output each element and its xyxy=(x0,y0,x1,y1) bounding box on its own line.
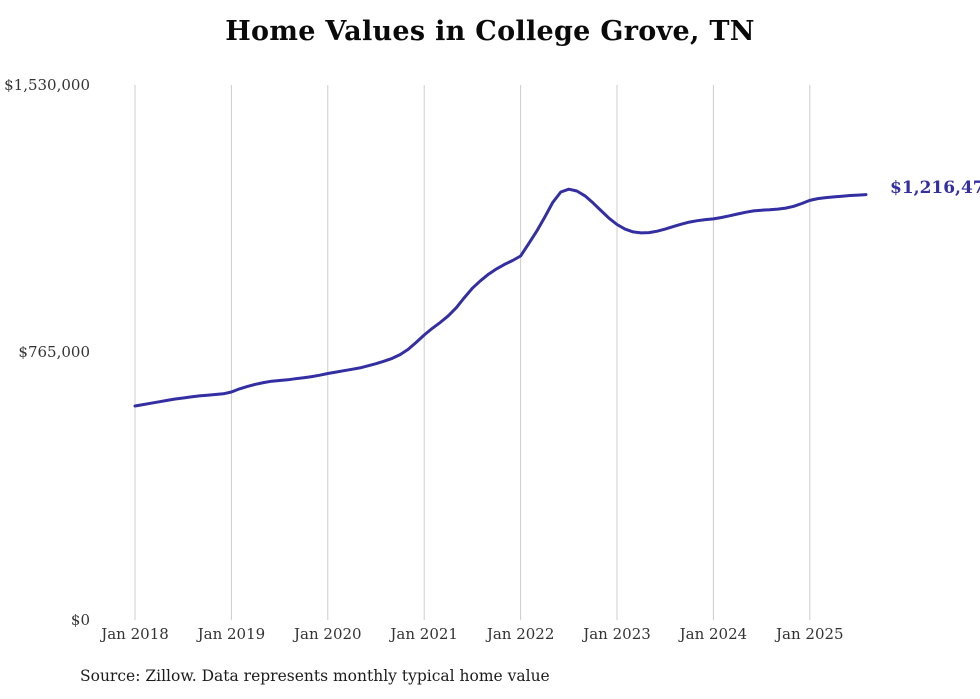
x-axis-label: Jan 2020 xyxy=(294,625,362,643)
x-axis-label: Jan 2022 xyxy=(486,625,555,643)
x-axis-label: Jan 2025 xyxy=(776,625,844,643)
x-axis-label: Jan 2018 xyxy=(101,625,169,643)
y-axis-label-zero: $0 xyxy=(70,611,90,629)
latest-value-label: $1,216,477 xyxy=(890,178,980,198)
source-note: Source: Zillow. Data represents monthly … xyxy=(80,667,550,685)
x-axis-label: Jan 2024 xyxy=(679,625,748,643)
x-axis-label: Jan 2021 xyxy=(390,625,458,643)
y-axis-label-max: $1,530,000 xyxy=(4,76,90,94)
x-axis-label: Jan 2023 xyxy=(583,625,651,643)
series-line xyxy=(133,187,868,408)
x-axis-label: Jan 2019 xyxy=(197,625,266,643)
y-axis-label-mid: $765,000 xyxy=(18,343,90,361)
chart-title: Home Values in College Grove, TN xyxy=(225,16,755,47)
